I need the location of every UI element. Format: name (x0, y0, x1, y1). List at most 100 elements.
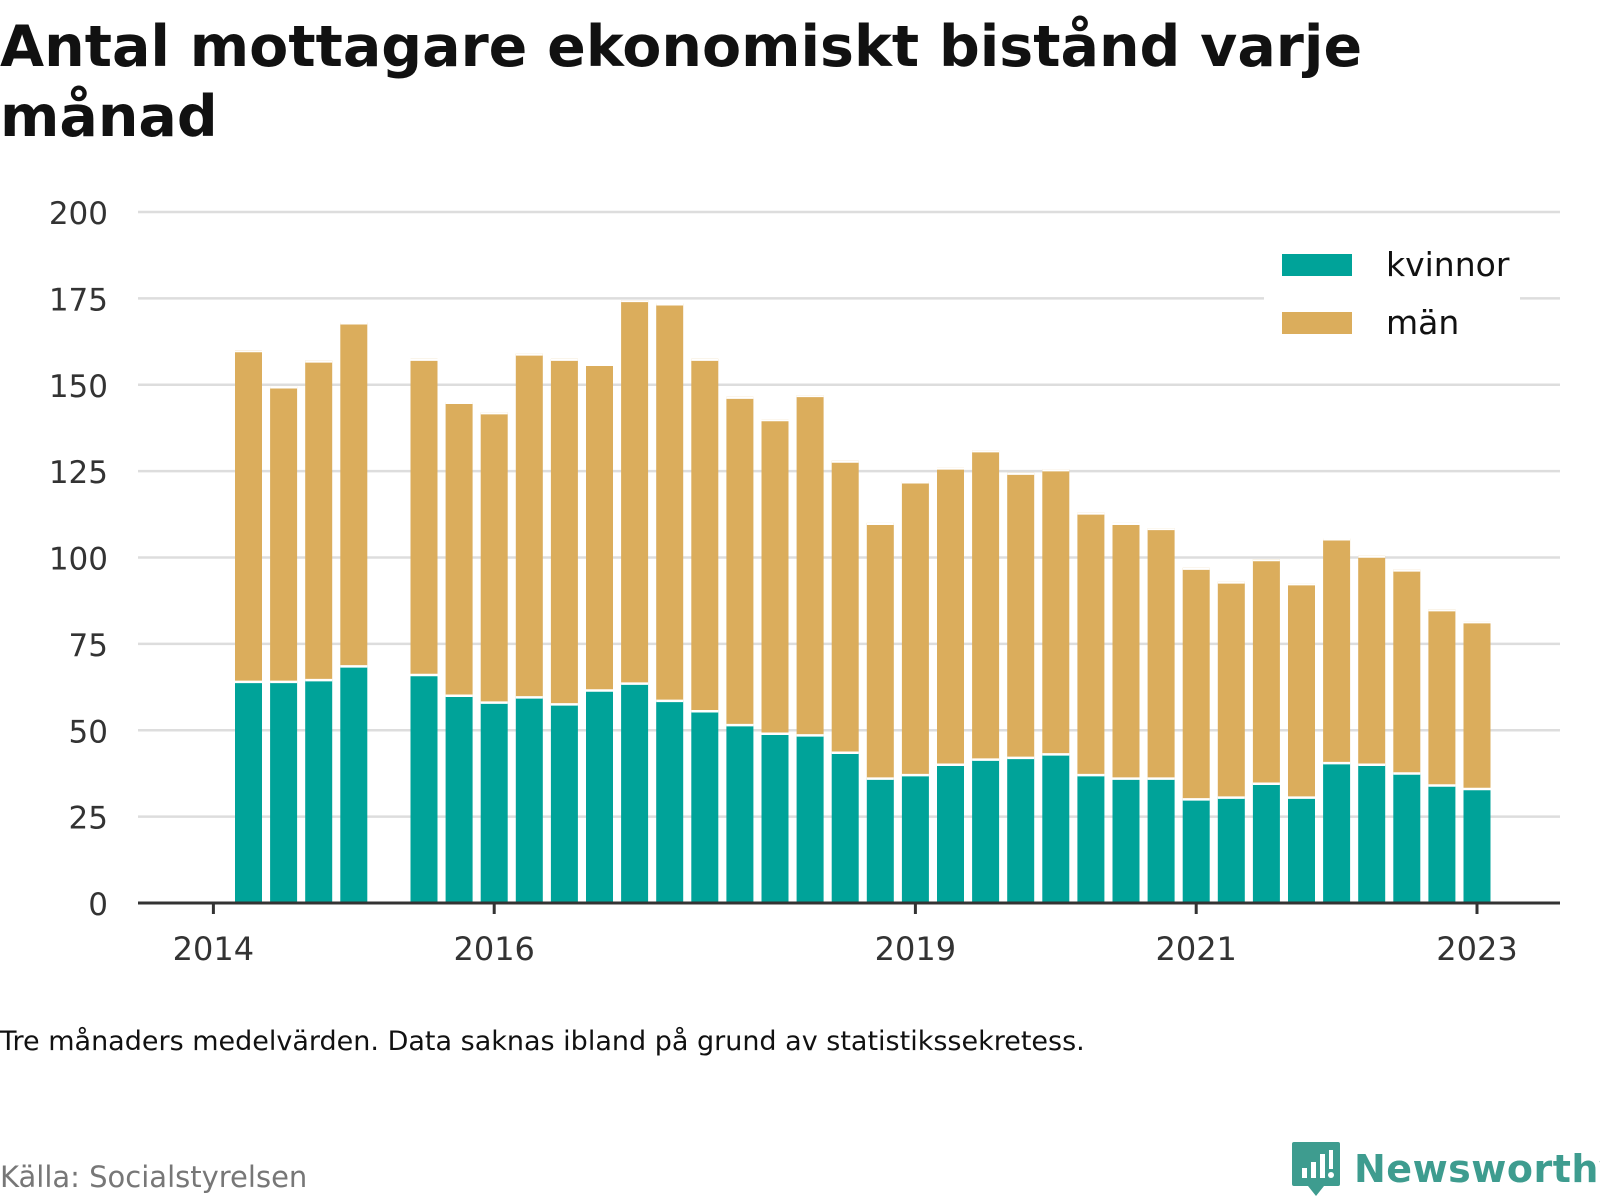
bar-kvinnor (410, 674, 438, 903)
y-tick-label: 75 (69, 628, 108, 664)
bar-kvinnor (1077, 775, 1105, 903)
bar-kvinnor (972, 759, 1000, 903)
x-axis (138, 901, 1560, 914)
bar-man (480, 412, 508, 703)
bar-man (1252, 559, 1280, 784)
bar-man (1323, 538, 1351, 764)
newsworthy-logo-icon (1292, 1142, 1340, 1196)
bar-kvinnor (1112, 778, 1140, 903)
bar-man (1112, 522, 1140, 779)
bar-man (270, 386, 298, 682)
y-tick-label: 200 (49, 196, 108, 232)
y-tick-label: 125 (49, 455, 108, 491)
bar-kvinnor (1428, 785, 1456, 903)
bar-kvinnor (621, 683, 649, 903)
bar-kvinnor (480, 702, 508, 903)
bar-man (691, 358, 719, 712)
legend-label-man: män (1386, 303, 1459, 342)
chart-title: Antal mottagare ekonomiskt bistånd varje… (0, 14, 1363, 150)
bar-man (831, 460, 859, 753)
bar-man (726, 396, 754, 726)
bar-kvinnor (586, 690, 613, 903)
bar-kvinnor (691, 711, 719, 903)
bar-man (1182, 567, 1210, 800)
bar-kvinnor (796, 735, 824, 903)
source-label: Källa: Socialstyrelsen (0, 1160, 308, 1194)
x-tick-label: 2021 (1155, 930, 1236, 968)
bar-man (305, 360, 333, 681)
y-tick-label: 175 (49, 282, 108, 318)
bar-man (1042, 469, 1070, 755)
x-axis-tick-labels: 2014 2016 2019 2021 2023 (173, 930, 1518, 968)
bar-kvinnor (831, 752, 859, 903)
bar-kvinnor (515, 697, 543, 903)
bar-man (340, 322, 368, 667)
bar-kvinnor (1463, 788, 1491, 903)
bar-kvinnor (866, 778, 894, 903)
bar-kvinnor (1042, 754, 1070, 903)
bar-man (796, 395, 824, 736)
bar-man (972, 450, 1000, 760)
bar-man (761, 419, 789, 734)
bar-kvinnor (1252, 783, 1280, 903)
bar-kvinnor (761, 733, 789, 903)
y-tick-label: 100 (49, 542, 108, 578)
bar-kvinnor (1393, 773, 1421, 903)
bar-kvinnor (656, 700, 684, 903)
brand-logo: Newsworthy (1290, 1140, 1600, 1198)
chart-note: Tre månaders medelvärden. Data saknas ib… (0, 1026, 1085, 1057)
bar-man (1428, 609, 1456, 786)
bar-kvinnor (235, 681, 262, 903)
y-axis-tick-labels: 0 25 50 75 100 125 150 175 200 (49, 196, 108, 923)
legend-label-kvinnor: kvinnor (1386, 245, 1510, 284)
legend: kvinnor män (1264, 244, 1520, 356)
y-tick-label: 150 (49, 369, 108, 405)
bar-kvinnor (726, 725, 754, 903)
bar-man (1077, 512, 1105, 776)
bar-man (1358, 555, 1386, 765)
bar-man (1147, 528, 1175, 779)
y-tick-label: 50 (69, 714, 108, 750)
bars (235, 300, 1491, 903)
legend-swatch-kvinnor (1282, 254, 1352, 276)
bar-man (866, 522, 894, 779)
bar-kvinnor (305, 680, 333, 903)
bar-kvinnor (1217, 797, 1245, 903)
bar-man (445, 402, 473, 696)
x-tick-label: 2019 (875, 930, 956, 968)
bar-man (550, 358, 578, 705)
bar-man (937, 467, 964, 765)
bar-kvinnor (1288, 797, 1315, 903)
bar-kvinnor (901, 775, 929, 903)
bar-kvinnor (1147, 778, 1175, 903)
bar-kvinnor (1182, 799, 1210, 903)
x-tick-label: 2023 (1436, 930, 1517, 968)
bar-man (1393, 569, 1421, 774)
bar-kvinnor (1323, 763, 1351, 903)
bar-kvinnor (1007, 757, 1035, 903)
bar-kvinnor (340, 666, 368, 903)
bar-man (1463, 621, 1491, 789)
bar-man (235, 350, 262, 682)
y-tick-label: 0 (88, 887, 108, 923)
bar-man (410, 358, 438, 675)
bar-man (1007, 472, 1035, 758)
bar-man (515, 353, 543, 698)
x-tick-label: 2016 (453, 930, 534, 968)
bar-kvinnor (445, 695, 473, 903)
bar-man (621, 300, 649, 684)
bar-kvinnor (270, 681, 298, 903)
bar-man (656, 303, 684, 701)
bar-man (1217, 581, 1245, 798)
bar-kvinnor (1358, 764, 1386, 903)
bar-man (586, 364, 613, 691)
bar-kvinnor (550, 704, 578, 903)
bar-kvinnor (937, 764, 964, 903)
bar-man (901, 481, 929, 776)
x-tick-label: 2014 (173, 930, 254, 968)
brand-name: Newsworthy (1354, 1147, 1600, 1191)
y-tick-label: 25 (69, 801, 108, 837)
bar-man (1288, 583, 1315, 798)
legend-swatch-man (1282, 312, 1352, 334)
